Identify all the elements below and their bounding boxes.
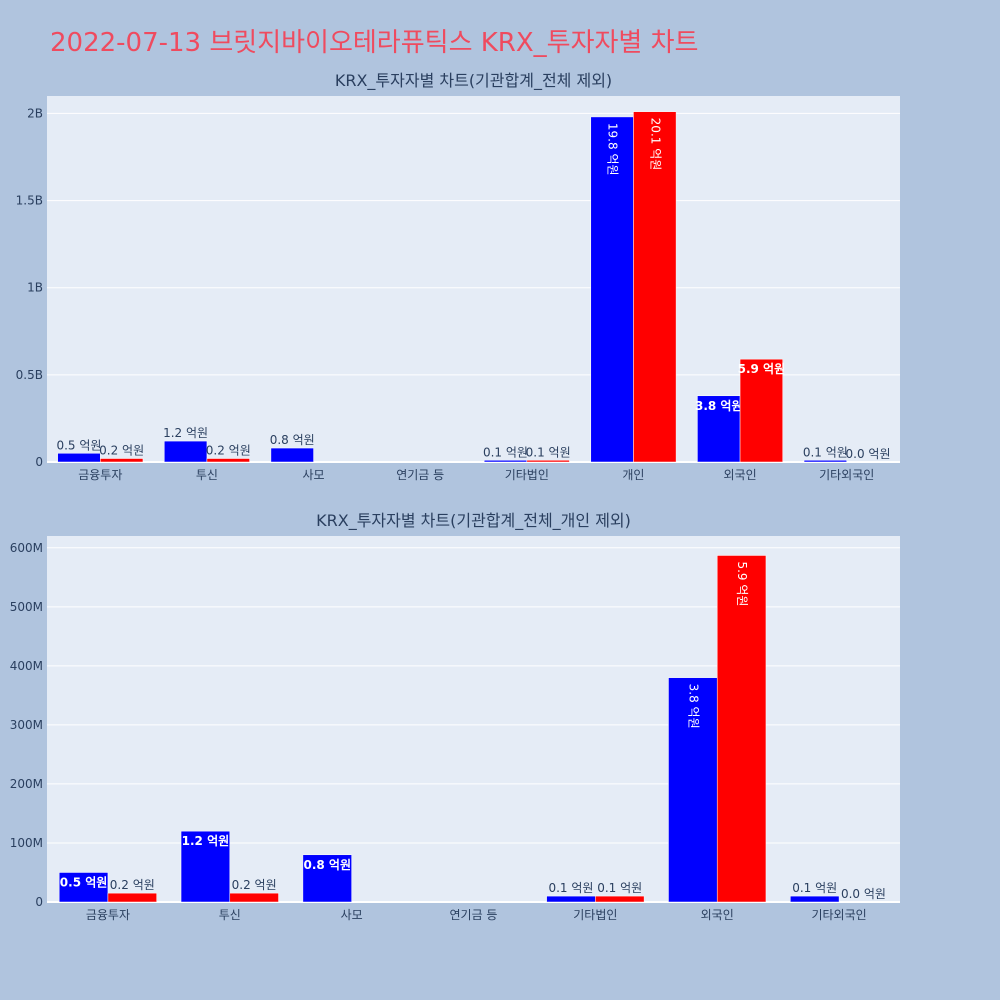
bar (803, 460, 847, 463)
bar-data-label: 0.2 억원 (99, 444, 144, 458)
bar (590, 116, 634, 463)
bar-data-label: 0.0 억원 (846, 447, 891, 461)
chart-bottom: 0 100M 200M 300M 400M 500M 600M KRX_투자자별 차트(기관합… (10, 511, 900, 922)
bar-data-label: 20.1 억원 (648, 118, 662, 171)
y-tick-label: 100M (10, 836, 43, 850)
bar (180, 830, 231, 903)
bar (302, 854, 352, 903)
x-tick-label: 금융투자 (78, 468, 122, 482)
x-tick-label: 연기금 등 (396, 468, 444, 482)
y-tick-label: 2B (27, 106, 43, 120)
y-tick-label: 0.5B (16, 368, 43, 382)
bar (58, 872, 109, 903)
x-tick-label: 기타법인 (505, 468, 549, 482)
bar-data-label: 0.1 억원 (526, 445, 571, 459)
y-tick-label: 0 (35, 455, 43, 469)
bar (697, 395, 741, 463)
x-tick-label: 사모 (303, 468, 325, 482)
bar-data-label: 0.2 억원 (206, 444, 251, 458)
bar (668, 677, 718, 903)
x-tick-label: 금융투자 (86, 908, 130, 922)
bar-data-label: 0.1 억원 (548, 881, 593, 895)
bar (595, 895, 645, 903)
x-tick-label: 개인 (622, 468, 644, 482)
bar-data-label: 3.8 억원 (695, 399, 743, 413)
x-tick-label: 기타외국인 (819, 468, 874, 482)
bar (57, 453, 101, 463)
y-tick-label: 500M (10, 600, 43, 614)
bar-data-label: 1.2 억원 (163, 426, 208, 440)
bar (206, 458, 250, 463)
y-tick-label: 1B (27, 281, 43, 295)
bar-data-label: 0.5 억원 (56, 438, 101, 452)
x-tick-label: 외국인 (724, 468, 757, 482)
bar (546, 895, 596, 903)
x-tick-label: 연기금 등 (450, 908, 498, 922)
bar-data-label: 0.0 억원 (841, 887, 886, 901)
bar (483, 460, 528, 463)
chart-title: KRX_투자자별 차트(기관합계_전체_개인 제외) (316, 511, 631, 531)
chart-title: KRX_투자자별 차트(기관합계_전체 제외) (335, 71, 612, 91)
y-tick-label: 300M (10, 718, 43, 732)
bar-data-label: 5.9 억원 (738, 362, 786, 376)
y-tick-label: 600M (10, 541, 43, 555)
bar (100, 458, 144, 463)
bar (164, 440, 208, 463)
plot-area (47, 536, 900, 902)
bar-data-label: 19.8 억원 (606, 123, 620, 176)
x-tick-label: 사모 (341, 908, 363, 922)
bar-data-label: 0.5 억원 (60, 875, 108, 889)
bar-data-label: 0.1 억원 (483, 445, 528, 459)
bar-data-label: 0.2 억원 (232, 878, 277, 892)
bar (270, 447, 314, 463)
bar-data-label: 0.2 억원 (110, 878, 155, 892)
bar-data-label: 5.9 억원 (735, 561, 749, 606)
chart-top: 0 0.5B 1B 1.5B 2B KRX_투자자별 차트(기관합계_전체 제외) 금융투자… (16, 71, 900, 482)
y-tick-label: 400M (10, 659, 43, 673)
x-tick-label: 기타법인 (573, 908, 617, 922)
x-tick-label: 투신 (196, 468, 218, 482)
y-tick-label: 200M (10, 777, 43, 791)
x-tick-label: 외국인 (701, 908, 734, 922)
bar-data-label: 0.1 억원 (597, 881, 642, 895)
bar-data-label: 1.2 억원 (182, 834, 230, 848)
x-tick-label: 투신 (219, 908, 241, 922)
page-title: 2022-07-13 브릿지바이오테라퓨틱스 KRX_투자자별 차트 (50, 28, 699, 58)
bar (633, 111, 677, 463)
bar (739, 358, 783, 463)
bar-data-label: 0.8 억원 (270, 433, 315, 447)
bar (790, 895, 840, 903)
bar (229, 892, 279, 903)
y-tick-label: 0 (35, 895, 43, 909)
bar-data-label: 0.8 억원 (304, 858, 352, 872)
bar (107, 892, 157, 903)
bar (526, 460, 570, 463)
bar-data-label: 0.1 억원 (803, 445, 848, 459)
x-tick-label: 기타외국인 (811, 908, 866, 922)
bar-data-label: 3.8 억원 (686, 684, 700, 729)
y-tick-label: 1.5B (16, 194, 43, 208)
bar-data-label: 0.1 억원 (792, 881, 837, 895)
bar (716, 555, 767, 903)
